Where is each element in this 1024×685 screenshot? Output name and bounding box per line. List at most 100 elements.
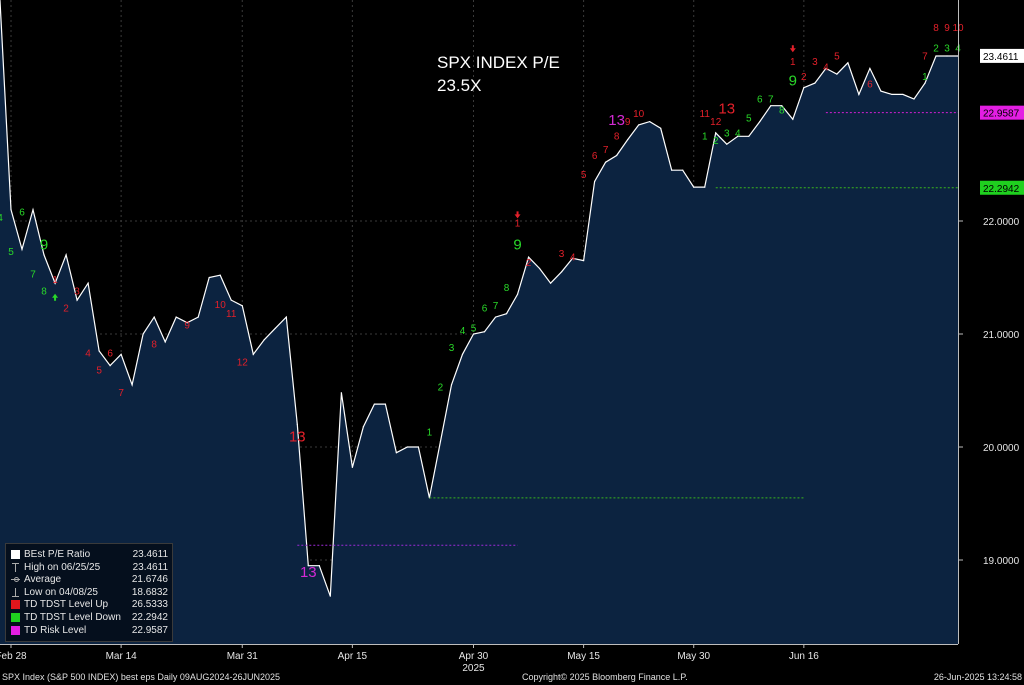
td-count-label: 9 bbox=[40, 236, 48, 253]
data-point bbox=[605, 161, 607, 163]
td-markers: 4567891234567891011121313123456789123456… bbox=[0, 23, 964, 581]
legend-label: TD Risk Level bbox=[24, 624, 87, 636]
data-point bbox=[594, 180, 596, 183]
footer-timestamp: 26-Jun-2025 13:24:58 bbox=[933, 672, 1022, 682]
data-point bbox=[417, 446, 420, 448]
data-point bbox=[186, 322, 188, 324]
td-count-label: 8 bbox=[151, 340, 157, 351]
td-count-label: 10 bbox=[633, 109, 645, 120]
y-tick-label: 22.0000 bbox=[983, 217, 1020, 228]
td-count-label: 11 bbox=[700, 109, 711, 120]
td-count-label: 7 bbox=[30, 270, 36, 281]
td-count-label: 8 bbox=[41, 286, 47, 297]
td-count-label: 12 bbox=[710, 117, 722, 128]
x-year-label: 2025 bbox=[462, 663, 485, 674]
data-point bbox=[230, 299, 232, 301]
series-area-fill bbox=[0, 0, 958, 644]
data-point bbox=[164, 341, 166, 343]
td-count-label: 13 bbox=[289, 428, 306, 445]
data-point bbox=[627, 139, 629, 141]
td-count-label: 6 bbox=[867, 80, 873, 91]
data-point bbox=[153, 316, 155, 318]
chart-title: SPX INDEX P/E bbox=[437, 53, 560, 72]
td-count-label: 6 bbox=[107, 349, 113, 360]
data-point bbox=[21, 248, 23, 250]
arrow-down-icon bbox=[789, 45, 796, 53]
td-count-label: 4 bbox=[570, 253, 576, 264]
td-count-label: 3 bbox=[812, 57, 818, 68]
data-point bbox=[693, 186, 695, 188]
data-point bbox=[924, 82, 926, 84]
arrow-down-icon bbox=[514, 211, 521, 219]
data-point bbox=[891, 93, 893, 96]
data-point bbox=[847, 62, 849, 64]
y-tick-label: 19.0000 bbox=[983, 556, 1020, 567]
legend-swatch bbox=[11, 575, 20, 584]
data-point bbox=[516, 293, 519, 296]
data-point bbox=[241, 305, 243, 307]
x-tick-label: Mar 31 bbox=[227, 651, 259, 662]
x-tick-label: Jun 16 bbox=[789, 651, 819, 662]
data-point bbox=[935, 55, 937, 57]
td-count-label: 6 bbox=[19, 207, 25, 218]
data-point bbox=[803, 87, 805, 89]
td-count-label: 8 bbox=[614, 132, 620, 143]
data-point bbox=[748, 135, 750, 137]
data-point bbox=[340, 392, 342, 394]
legend-item: TD TDST Level Down 22.2942 bbox=[6, 612, 172, 624]
td-count-label: 1 bbox=[52, 275, 58, 286]
legend-swatch bbox=[11, 600, 20, 610]
data-point bbox=[781, 105, 783, 107]
data-point bbox=[43, 254, 45, 256]
td-count-label: 4 bbox=[735, 128, 741, 139]
series-area bbox=[0, 0, 959, 644]
td-count-label: 1 bbox=[427, 428, 433, 439]
td-count-label: 7 bbox=[603, 145, 609, 156]
td-count-label: 13 bbox=[300, 564, 317, 581]
legend-swatch bbox=[11, 562, 20, 572]
data-point bbox=[946, 55, 948, 57]
data-point bbox=[285, 316, 287, 318]
data-point bbox=[737, 135, 739, 137]
data-point bbox=[296, 423, 298, 425]
legend-value: 23.4611 bbox=[132, 561, 168, 573]
legend-value: 22.2942 bbox=[131, 612, 168, 623]
td-count-label: 7 bbox=[768, 94, 774, 105]
data-point bbox=[913, 98, 915, 100]
td-count-label: 10 bbox=[215, 300, 227, 311]
price-tag-label: 23.4611 bbox=[983, 52, 1019, 63]
data-point bbox=[65, 254, 67, 256]
td-count-label: 2 bbox=[63, 303, 69, 314]
td-count-label: 5 bbox=[834, 51, 840, 62]
legend-label: Low on 04/08/25 bbox=[24, 586, 98, 598]
td-count-label: 5 bbox=[8, 247, 14, 258]
reference-lines bbox=[297, 112, 958, 546]
data-point bbox=[505, 313, 508, 315]
legend-swatch bbox=[11, 613, 20, 622]
data-point bbox=[175, 316, 177, 318]
data-point bbox=[549, 282, 552, 284]
data-point bbox=[538, 267, 541, 270]
data-point bbox=[836, 73, 838, 75]
y-tick-label: 21.0000 bbox=[983, 330, 1020, 341]
td-count-label: 6 bbox=[592, 151, 598, 162]
footer-security-info: SPX Index (S&P 500 INDEX) best eps Daily… bbox=[2, 672, 280, 682]
price-tag-bg bbox=[980, 180, 1024, 195]
data-point bbox=[638, 124, 640, 126]
data-point bbox=[770, 105, 772, 107]
td-count-label: 3 bbox=[944, 44, 950, 55]
td-count-label: 1 bbox=[702, 132, 708, 143]
td-count-label: 5 bbox=[96, 366, 102, 377]
td-count-label: 9 bbox=[184, 320, 190, 331]
data-point bbox=[759, 120, 761, 123]
data-point bbox=[208, 276, 210, 279]
legend-swatch bbox=[11, 625, 20, 635]
x-tick-label: Mar 14 bbox=[106, 651, 138, 662]
td-count-label: 6 bbox=[482, 303, 488, 314]
data-point bbox=[351, 466, 353, 468]
legend-item: High on 06/25/25 23.4611 bbox=[6, 562, 172, 574]
data-point bbox=[814, 82, 816, 84]
data-point bbox=[263, 339, 265, 341]
data-point bbox=[252, 353, 254, 355]
